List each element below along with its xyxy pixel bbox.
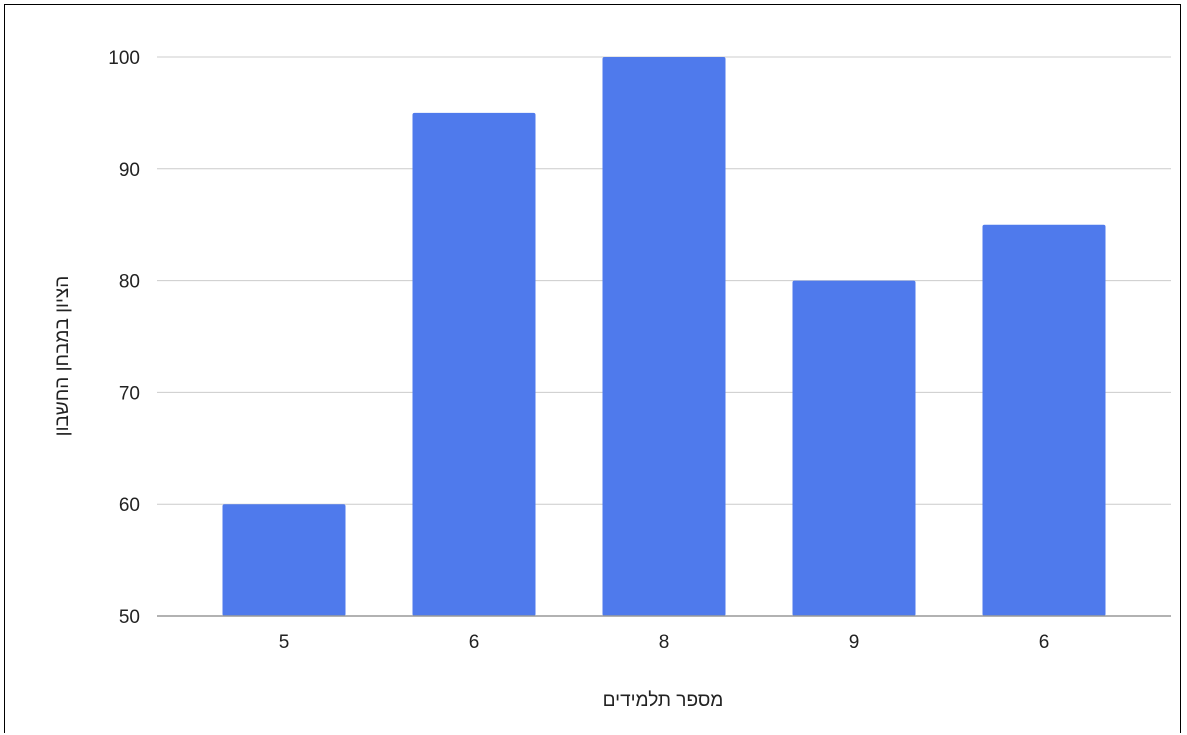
x-tick-label: 6	[1039, 632, 1050, 653]
y-tick-label: 90	[119, 160, 140, 181]
bar-3	[792, 280, 916, 616]
bar-0	[222, 504, 346, 616]
x-tick-labels: 5 6 8 9 6	[279, 632, 1050, 653]
y-tick-label: 50	[119, 607, 140, 628]
y-tick-label: 100	[108, 48, 140, 69]
y-tick-label: 80	[119, 272, 140, 293]
x-tick-label: 8	[659, 632, 670, 653]
y-axis-title: הציון במבחן החשבון	[52, 276, 73, 437]
y-tick-label: 70	[119, 383, 140, 404]
bar-4	[982, 224, 1106, 616]
bars	[222, 57, 1106, 617]
x-tick-label: 6	[469, 632, 480, 653]
x-tick-label: 5	[279, 632, 290, 653]
x-axis-title: מספר תלמידים	[603, 690, 724, 711]
bar-2	[602, 57, 726, 616]
bar-1	[412, 112, 536, 617]
y-tick-labels: 50 60 70 80 90 100	[108, 48, 140, 628]
y-tick-label: 60	[119, 495, 140, 516]
x-tick-label: 9	[849, 632, 860, 653]
